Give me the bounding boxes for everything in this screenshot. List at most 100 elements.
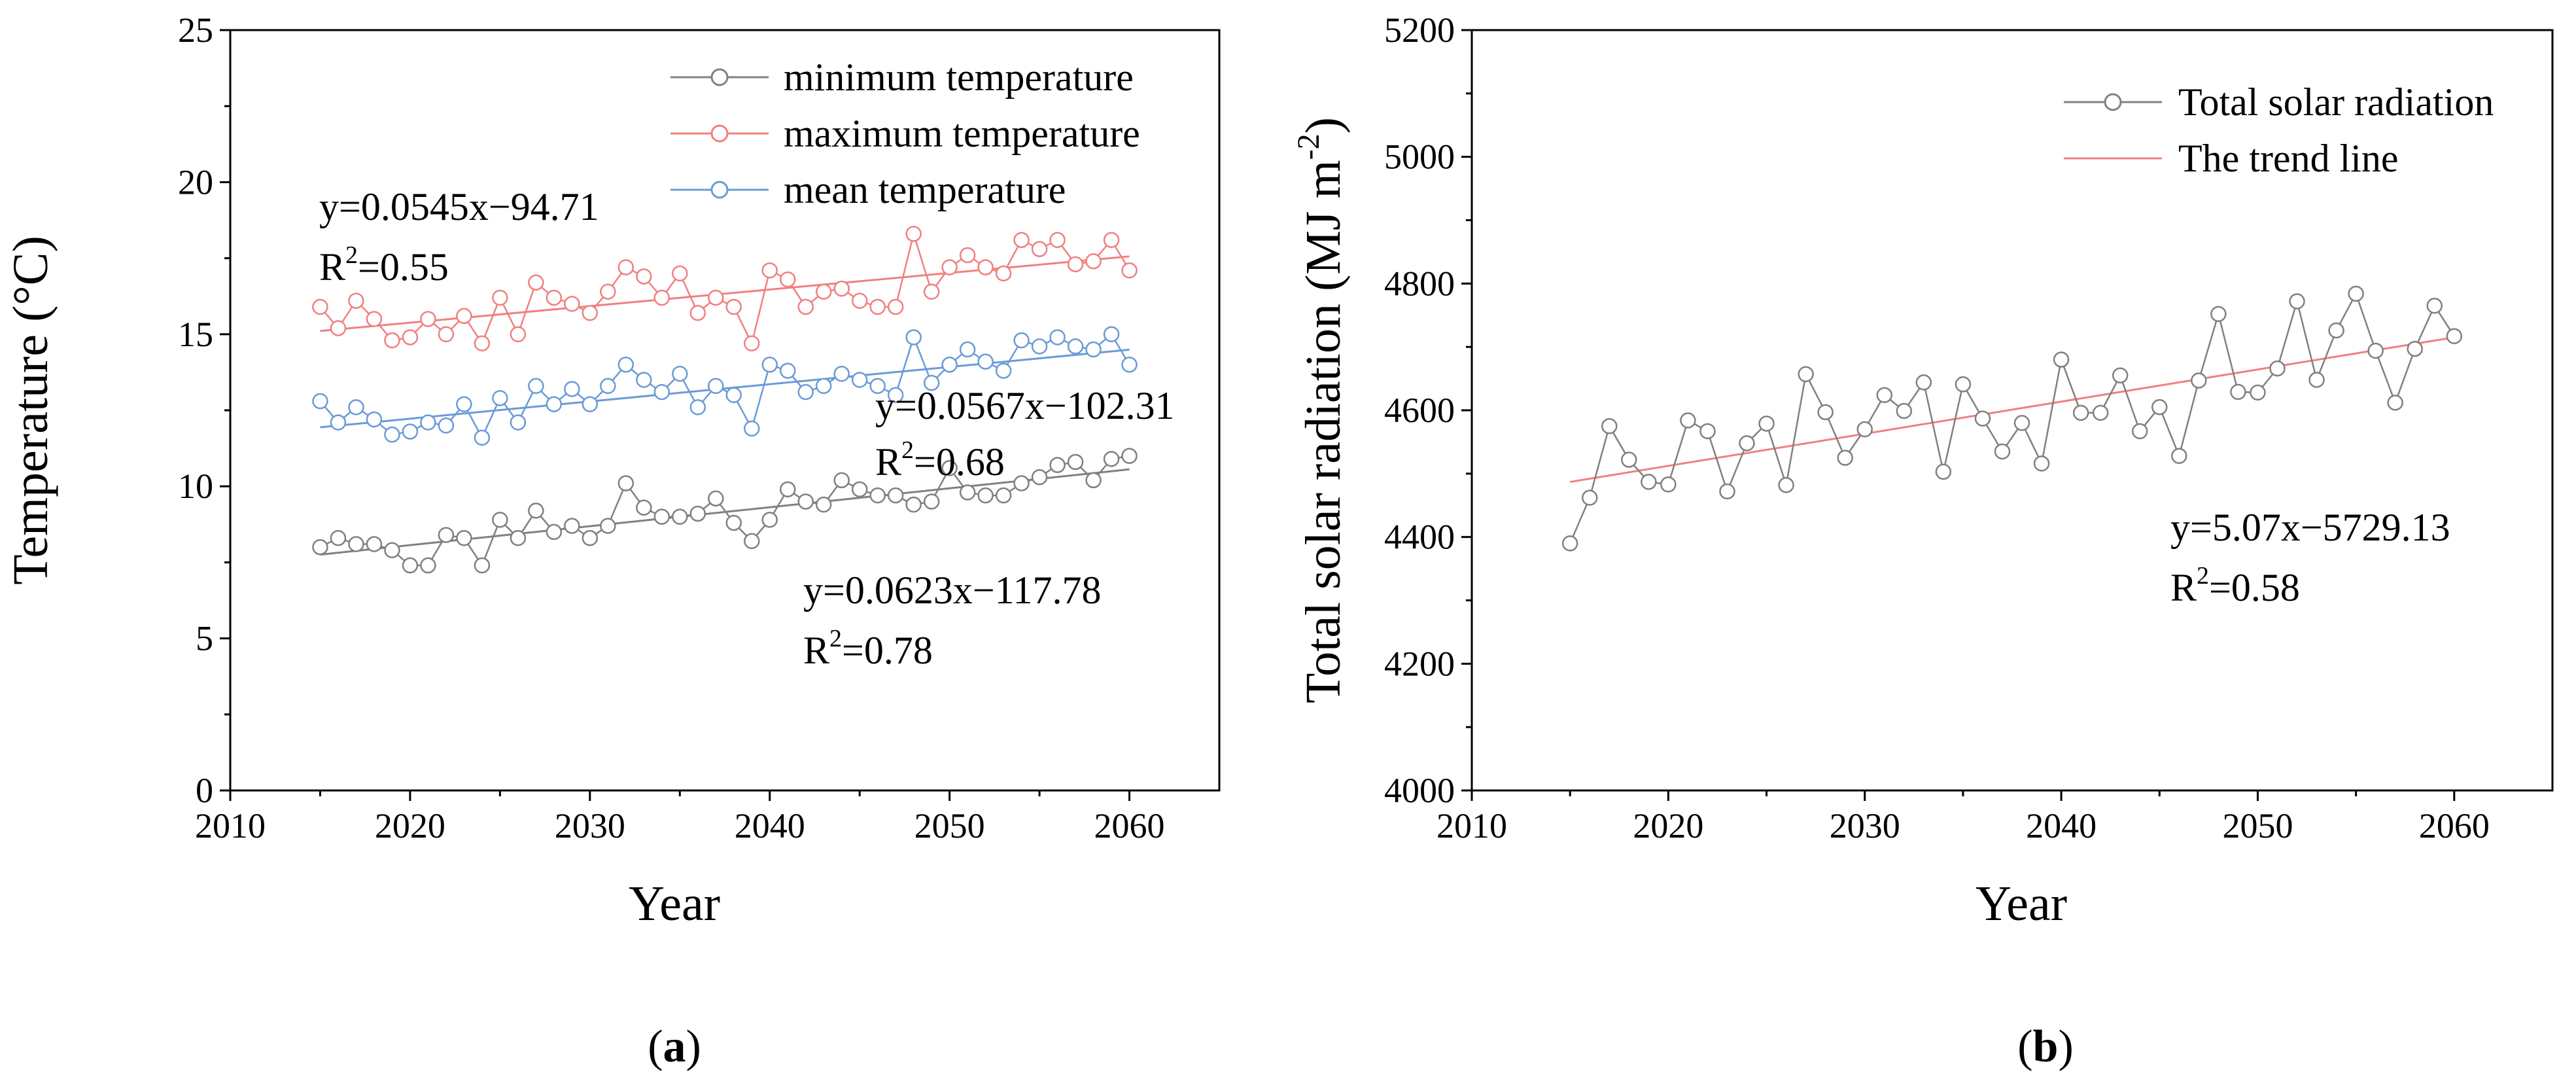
point-b-0-2047 xyxy=(2191,372,2207,389)
point-a-1-2028 xyxy=(546,289,563,306)
point-a-1-2015 xyxy=(312,298,328,315)
x-axis-title-a: Year xyxy=(629,876,720,931)
point-a-2-2044 xyxy=(833,365,850,382)
point-a-1-2040 xyxy=(761,262,778,279)
legend-label-minimum: minimum temperature xyxy=(784,56,1134,99)
x-tick-label-a-2030: 2030 xyxy=(555,806,625,845)
point-a-0-2028 xyxy=(546,523,563,540)
point-b-0-2055 xyxy=(2348,285,2364,302)
y-axis-title-b: Total solar radiation (MJ m-2) xyxy=(1291,117,1351,703)
point-a-1-2039 xyxy=(743,335,760,351)
point-a-2-2052 xyxy=(977,353,994,370)
point-a-2-2019 xyxy=(384,426,400,443)
point-b-0-2034 xyxy=(1935,463,1952,480)
point-a-2-2038 xyxy=(725,387,742,404)
x-tick-label-a-2050: 2050 xyxy=(914,806,985,845)
y-tick-label-b-4400: 4400 xyxy=(1384,518,1455,557)
y-tick-label-b-5200: 5200 xyxy=(1384,10,1455,50)
y-tick-label-b-4800: 4800 xyxy=(1384,264,1455,303)
point-b-0-2052 xyxy=(2289,293,2305,310)
point-a-1-2042 xyxy=(797,298,814,315)
point-a-1-2049 xyxy=(923,283,940,300)
legend-label-solar: Total solar radiation xyxy=(2178,80,2494,124)
point-a-0-2049 xyxy=(923,493,940,510)
legend-marker-maximum xyxy=(710,124,729,143)
point-a-1-2019 xyxy=(384,332,400,349)
point-a-1-2035 xyxy=(672,265,688,282)
point-a-0-2043 xyxy=(815,496,832,513)
point-b-0-2037 xyxy=(1994,443,2011,460)
x-tick-label-b-2040: 2040 xyxy=(2026,806,2097,845)
point-a-2-2022 xyxy=(438,417,455,434)
point-a-0-2020 xyxy=(402,557,419,574)
annotation-mean-r2: R2=0.68 xyxy=(875,436,1005,484)
point-a-1-2025 xyxy=(492,289,508,306)
point-b-0-2018 xyxy=(1621,452,1637,468)
point-a-0-2015 xyxy=(312,539,328,556)
point-b-0-2022 xyxy=(1699,423,1716,440)
r2-label-min: R xyxy=(803,629,829,672)
point-a-1-2044 xyxy=(833,280,850,297)
y-tick-label-a-10: 10 xyxy=(178,467,213,506)
legend-b: Total solar radiation The trend line xyxy=(2064,80,2494,180)
point-a-1-2047 xyxy=(887,298,904,315)
point-a-1-2027 xyxy=(528,274,544,291)
point-a-0-2018 xyxy=(366,536,383,552)
point-a-1-2043 xyxy=(815,283,832,300)
point-a-2-2055 xyxy=(1031,338,1048,355)
point-a-2-2040 xyxy=(761,357,778,373)
y-tick-label-a-15: 15 xyxy=(178,315,213,354)
y-axis-title-b-sup: -2 xyxy=(1291,133,1326,160)
point-a-1-2045 xyxy=(851,292,868,309)
y-tick-label-a-0: 0 xyxy=(196,771,213,810)
point-a-0-2036 xyxy=(689,505,706,522)
x-tick-label-b-2010: 2010 xyxy=(1436,806,1507,845)
annotation-mean-equation: y=0.0567x−102.31 xyxy=(875,384,1175,427)
panel-label-b-open: ( xyxy=(2017,1021,2032,1072)
legend-a: minimum temperature maximum temperature … xyxy=(670,56,1140,211)
point-a-0-2016 xyxy=(330,529,347,546)
annotation-min-equation: y=0.0623x−117.78 xyxy=(803,569,1101,612)
point-a-0-2051 xyxy=(959,484,976,501)
point-b-0-2056 xyxy=(2367,342,2384,359)
point-a-2-2023 xyxy=(456,396,472,412)
point-b-0-2050 xyxy=(2250,384,2266,401)
point-a-0-2053 xyxy=(995,487,1012,504)
point-a-0-2047 xyxy=(887,487,904,504)
x-tick-label-b-2030: 2030 xyxy=(1830,806,1900,845)
point-a-1-2053 xyxy=(995,265,1012,282)
point-a-2-2020 xyxy=(402,423,419,440)
point-a-0-2058 xyxy=(1085,472,1102,489)
point-a-2-2035 xyxy=(672,365,688,382)
point-b-0-2016 xyxy=(1581,489,1598,506)
x-tick-label-a-2060: 2060 xyxy=(1094,806,1165,845)
legend-entry-trend-line: The trend line xyxy=(2064,137,2399,180)
legend-entry-maximum-temperature: maximum temperature xyxy=(670,112,1140,155)
point-b-0-2031 xyxy=(1876,387,1893,404)
point-a-2-2059 xyxy=(1103,326,1120,343)
point-a-0-2026 xyxy=(510,529,527,546)
r2-label-mean: R xyxy=(875,440,901,484)
point-b-0-2028 xyxy=(1817,404,1834,421)
point-a-2-2032 xyxy=(618,357,635,373)
point-a-1-2026 xyxy=(510,326,527,343)
point-b-0-2019 xyxy=(1641,474,1657,490)
point-b-0-2024 xyxy=(1739,435,1755,452)
point-b-0-2020 xyxy=(1660,476,1677,493)
point-b-0-2015 xyxy=(1561,535,1578,552)
point-a-0-2019 xyxy=(384,542,400,559)
point-a-1-2059 xyxy=(1103,232,1120,248)
point-b-0-2030 xyxy=(1856,421,1873,438)
point-a-2-2047 xyxy=(887,387,904,404)
point-a-2-2031 xyxy=(600,378,616,395)
trend-lines-b xyxy=(1569,336,2455,483)
point-a-0-2029 xyxy=(564,518,580,534)
panel-label-b: (b) xyxy=(2017,1021,2074,1072)
annotation-solar-r2: R2=0.58 xyxy=(2170,562,2300,609)
legend-marker-solar xyxy=(2104,93,2122,111)
point-b-0-2043 xyxy=(2112,367,2129,383)
x-tick-label-b-2020: 2020 xyxy=(1633,806,1703,845)
r2-label-solar: R xyxy=(2170,566,2197,609)
r2-exp-min: 2 xyxy=(829,625,842,652)
